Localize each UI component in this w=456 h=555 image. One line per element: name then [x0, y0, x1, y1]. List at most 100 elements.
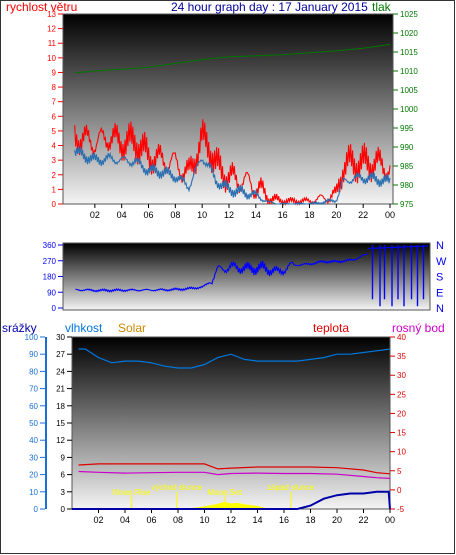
wind-average-series [74, 146, 391, 206]
temperature-tick-label: 5 [397, 467, 402, 476]
x-tick-label: 04 [120, 515, 130, 525]
wind-tick-label: 13 [47, 10, 56, 19]
wind-tick-label: 10 [47, 54, 56, 63]
x-tick-label: 14 [251, 210, 261, 220]
rain-tick-label: 80 [29, 367, 38, 376]
direction-tick-label: 90 [47, 288, 56, 297]
wind-tick-label: 11 [48, 39, 57, 48]
pressure-tick-label: 1025 [400, 10, 418, 19]
humidity-tick-label: 30 [56, 333, 65, 342]
pressure-tick-label: 1000 [400, 105, 418, 114]
humidity-tick-label: 12 [56, 436, 65, 445]
rain-tick-label: 20 [29, 471, 38, 480]
humidity-series [78, 348, 391, 369]
pressure-tick-label: 980 [400, 181, 414, 190]
pressure-label: tlak [372, 0, 391, 14]
x-tick-label: 20 [332, 515, 342, 525]
temperature-tick-label: 20 [397, 409, 406, 418]
rain-tick-label: 40 [29, 436, 38, 445]
rain-tick-label: 50 [29, 419, 38, 428]
compass-label: E [436, 287, 443, 299]
x-tick-label: 00 [385, 210, 395, 220]
x-tick-label: 08 [170, 210, 180, 220]
x-tick-label: 20 [331, 210, 341, 220]
compass-label: N [436, 240, 444, 252]
pressure-tick-label: 1015 [400, 48, 418, 57]
compass-label: S [436, 272, 443, 284]
x-tick-label: 14 [252, 515, 262, 525]
rain-series [72, 490, 391, 510]
direction-plot-area [62, 242, 431, 311]
x-tick-label: 12 [224, 210, 234, 220]
humidity-tick-label: 15 [56, 419, 65, 428]
wind-tick-label: 12 [47, 25, 56, 34]
x-tick-label: 22 [358, 210, 368, 220]
humidity-tick-label: 0 [61, 505, 66, 514]
event-label: západ slunce [267, 483, 315, 492]
pressure-tick-label: 1010 [400, 67, 418, 76]
graph-title: 24 hour graph day : 17 January 2015 [171, 0, 368, 14]
humidity-tick-label: 9 [61, 453, 66, 462]
rain-tick-label: 10 [29, 488, 38, 497]
pressure-tick-label: 975 [400, 200, 414, 209]
dewpoint-label: rosný bod [392, 321, 445, 335]
wind-tick-label: 5 [52, 127, 57, 136]
temperature-tick-label: 25 [397, 390, 406, 399]
humidity-tick-label: 21 [56, 385, 65, 394]
x-tick-label: 16 [279, 515, 289, 525]
rain-tick-label: 30 [29, 453, 38, 462]
pressure-tick-label: 1005 [400, 86, 418, 95]
pressure-tick-label: 1020 [400, 29, 418, 38]
solar-series [184, 501, 291, 509]
pressure-tick-label: 995 [400, 124, 414, 133]
wind-tick-label: 4 [52, 142, 57, 151]
x-tick-label: 08 [173, 515, 183, 525]
x-tick-label: 06 [146, 515, 156, 525]
x-tick-label: 12 [226, 515, 236, 525]
direction-tick-label: 270 [43, 257, 57, 266]
compass-label: W [436, 256, 447, 268]
event-label: Moon Rise [113, 488, 152, 497]
wind-tick-label: 7 [52, 98, 57, 107]
temperature-series [78, 463, 391, 475]
direction-tick-label: 0 [52, 304, 57, 313]
temperature-tick-label: -5 [397, 505, 405, 514]
event-label: Moon Set [207, 488, 242, 497]
humidity-tick-label: 3 [61, 488, 66, 497]
rain-tick-label: 100 [25, 333, 39, 342]
direction-tick-label: 180 [43, 273, 57, 282]
rain-label: srážky [2, 321, 37, 335]
x-tick-label: 02 [93, 515, 103, 525]
direction-tick-label: 360 [43, 241, 57, 250]
temperature-tick-label: 30 [397, 371, 406, 380]
temperature-tick-label: 15 [397, 429, 406, 438]
x-tick-label: 06 [143, 210, 153, 220]
pressure-series [74, 43, 391, 74]
humidity-label: vlhkost [65, 321, 103, 335]
temperature-tick-label: 0 [397, 486, 402, 495]
wind-tick-label: 0 [52, 200, 57, 209]
x-tick-label: 16 [278, 210, 288, 220]
x-tick-label: 10 [197, 210, 207, 220]
dewpoint-series [78, 470, 391, 479]
x-tick-label: 18 [305, 515, 315, 525]
rain-tick-label: 90 [29, 350, 38, 359]
compass-label: N [436, 303, 444, 315]
humidity-tick-label: 6 [61, 471, 66, 480]
wind-tick-label: 1 [52, 185, 57, 194]
rain-tick-label: 60 [29, 402, 38, 411]
wind-tick-label: 3 [52, 156, 57, 165]
pressure-tick-label: 990 [400, 143, 414, 152]
humidity-tick-label: 18 [56, 402, 65, 411]
pressure-tick-label: 985 [400, 162, 414, 171]
x-tick-label: 10 [199, 515, 209, 525]
event-label: východ slunce [151, 483, 202, 492]
temperature-tick-label: 10 [397, 448, 406, 457]
rain-tick-label: 70 [29, 385, 38, 394]
wind-direction-series [75, 253, 369, 293]
temperature-tick-label: 35 [397, 352, 406, 361]
temperature-tick-label: 40 [397, 333, 406, 342]
humidity-tick-label: 24 [56, 367, 65, 376]
